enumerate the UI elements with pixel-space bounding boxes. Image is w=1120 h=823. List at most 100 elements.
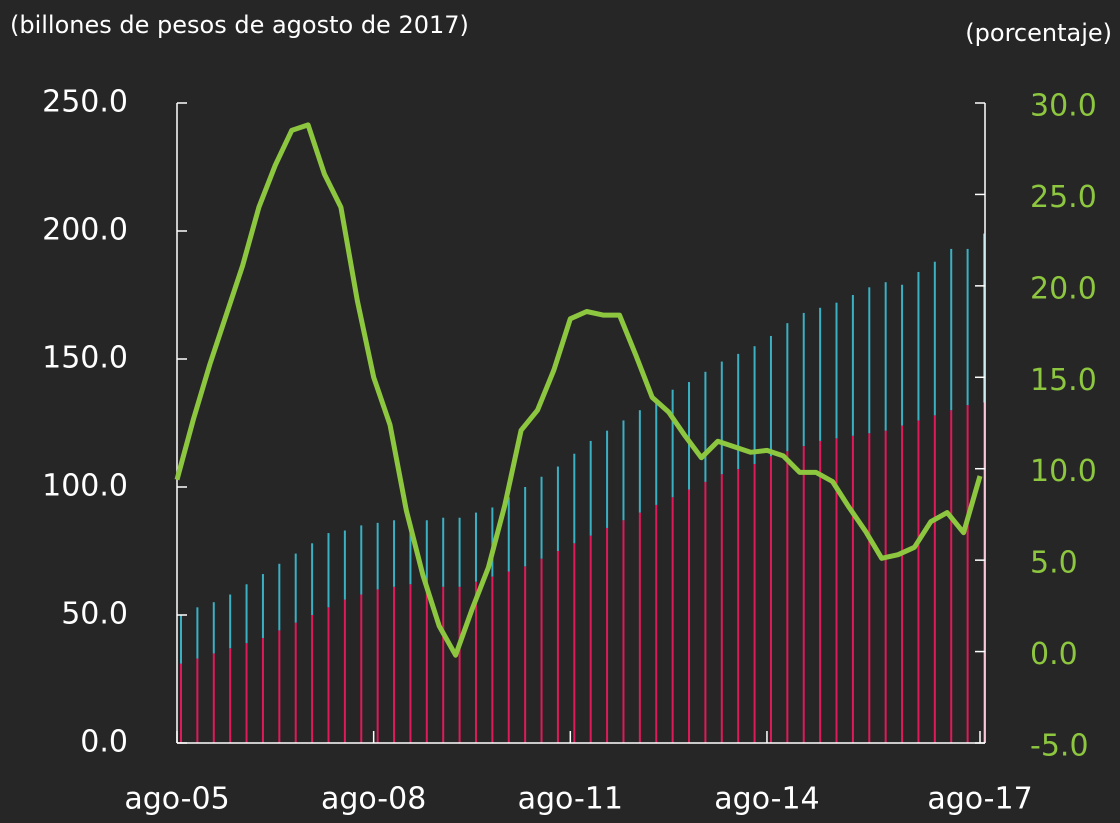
bar <box>769 335 772 457</box>
bar <box>491 507 494 577</box>
bar <box>491 576 494 743</box>
bar <box>556 466 559 551</box>
bar <box>245 584 248 644</box>
bar <box>311 543 314 615</box>
bar <box>425 520 428 585</box>
bar <box>442 517 445 587</box>
bar <box>327 533 330 608</box>
bar <box>229 594 232 649</box>
y2-tick-label: -5.0 <box>1030 729 1089 764</box>
bar <box>196 658 199 743</box>
bar <box>688 382 691 490</box>
x-tick-label: ago-17 <box>927 782 1032 817</box>
bar <box>524 487 527 567</box>
bar <box>294 553 297 623</box>
bar <box>474 512 477 582</box>
y2-axis-label: (porcentaje) <box>965 19 1112 47</box>
bar <box>884 430 887 743</box>
bar <box>753 463 756 743</box>
bar <box>753 346 756 464</box>
bar <box>704 371 707 482</box>
bar <box>983 233 985 403</box>
bar <box>851 435 854 743</box>
y2-tick-label: 30.0 <box>1030 89 1097 124</box>
bar <box>343 599 346 743</box>
y2-tick-label: 20.0 <box>1030 271 1097 306</box>
y-tick-label: 50.0 <box>61 597 128 632</box>
bar <box>245 643 248 743</box>
bar <box>655 399 658 505</box>
bar <box>212 602 215 654</box>
bar <box>409 584 412 743</box>
bar <box>786 323 789 452</box>
bar <box>868 433 871 743</box>
bar <box>638 410 641 513</box>
bar <box>556 551 559 743</box>
bar <box>458 517 461 587</box>
bar <box>950 410 953 743</box>
bar <box>327 607 330 743</box>
y-tick-label: 100.0 <box>42 469 128 504</box>
bar <box>983 402 985 743</box>
bar <box>966 248 969 406</box>
bar <box>474 581 477 743</box>
y-tick-label: 250.0 <box>42 85 128 120</box>
bar <box>540 558 543 743</box>
bar <box>343 530 346 600</box>
bar <box>917 420 920 743</box>
x-tick-label: ago-08 <box>321 782 426 817</box>
bar <box>720 361 723 475</box>
x-tick-label: ago-05 <box>124 782 229 817</box>
bar <box>180 615 182 664</box>
y2-tick-label: 0.0 <box>1030 637 1078 672</box>
bar <box>704 481 707 743</box>
bar <box>884 282 887 431</box>
y-tick-label: 200.0 <box>42 213 128 248</box>
bar <box>393 586 396 743</box>
bar <box>802 312 805 447</box>
bar <box>442 586 445 743</box>
bar <box>573 543 576 743</box>
bar <box>589 440 592 536</box>
bar <box>819 440 822 743</box>
bar <box>851 295 854 436</box>
y-tick-label: 150.0 <box>42 341 128 376</box>
bar <box>835 302 838 439</box>
bar <box>458 586 461 743</box>
y2-tick-label: 5.0 <box>1030 546 1078 581</box>
bar <box>180 663 182 743</box>
bar <box>212 653 215 743</box>
bar <box>622 420 625 521</box>
bar <box>540 476 543 559</box>
bar <box>901 284 904 426</box>
bar <box>507 497 510 572</box>
bar <box>786 451 789 743</box>
bar <box>917 271 920 421</box>
bar <box>507 571 510 743</box>
x-tick-label: ago-14 <box>714 782 819 817</box>
y-axis-label: (billones de pesos de agosto de 2017) <box>10 11 469 39</box>
bar <box>901 425 904 743</box>
bar <box>294 622 297 743</box>
bar <box>737 353 740 470</box>
bar <box>229 648 232 743</box>
bar <box>393 520 396 587</box>
bar <box>655 504 658 743</box>
bar <box>311 615 314 743</box>
bar <box>376 589 379 743</box>
bar <box>835 438 838 743</box>
bar <box>819 307 822 441</box>
bar <box>360 594 363 743</box>
line <box>174 122 983 658</box>
bar <box>622 520 625 743</box>
x-tick-label: ago-11 <box>518 782 623 817</box>
bar <box>278 563 281 631</box>
y2-tick-label: 10.0 <box>1030 454 1097 489</box>
bar <box>589 535 592 743</box>
bar <box>376 522 379 590</box>
bar <box>737 469 740 743</box>
bar <box>360 525 363 595</box>
